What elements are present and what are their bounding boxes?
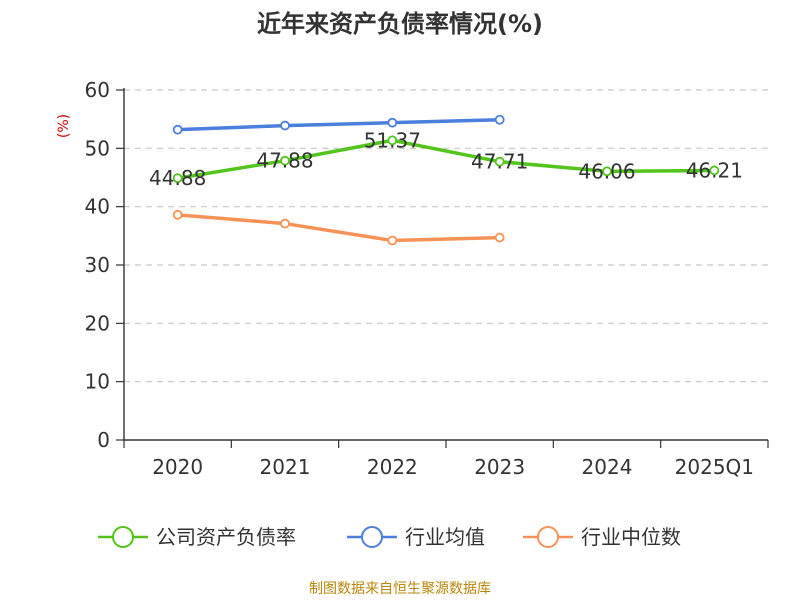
y-tick-label: 40 [85, 195, 110, 219]
legend-label[interactable]: 行业中位数 [581, 525, 681, 549]
data-point[interactable] [387, 135, 398, 146]
data-point[interactable] [709, 165, 720, 176]
series-line [177, 138, 715, 180]
data-point[interactable] [280, 218, 290, 229]
data-point[interactable] [494, 156, 505, 167]
data-point[interactable] [387, 235, 398, 246]
y-tick-label: 0 [97, 428, 110, 452]
data-source: 制图数据来自恒生聚源数据库 [309, 581, 491, 597]
y-tick-label: 50 [85, 136, 110, 160]
x-tick-label: 2023 [474, 455, 525, 479]
data-point[interactable] [172, 209, 183, 220]
data-label: 47.71 [471, 150, 528, 174]
data-label: 46.06 [578, 159, 635, 183]
series-line [177, 118, 500, 132]
x-tick-label: 2024 [582, 455, 633, 479]
data-label: 44.88 [149, 166, 206, 190]
data-point[interactable] [494, 114, 505, 125]
data-point[interactable] [387, 117, 398, 128]
legend-label[interactable]: 行业均值 [405, 525, 485, 549]
data-point[interactable] [494, 232, 505, 243]
data-point[interactable] [280, 120, 290, 131]
series-line [177, 213, 500, 243]
y-axis-label: (%) [56, 114, 72, 138]
x-tick-label: 2020 [152, 455, 203, 479]
data-point[interactable] [280, 155, 290, 166]
legend-swatch-marker[interactable] [112, 526, 134, 548]
data-point[interactable] [172, 124, 183, 135]
legend-swatch-marker[interactable] [537, 526, 559, 548]
x-tick-label: 2025Q1 [675, 455, 754, 479]
legend-swatch-marker[interactable] [361, 526, 383, 548]
data-point[interactable] [172, 173, 183, 184]
legend-label[interactable]: 公司资产负债率 [156, 525, 296, 549]
y-tick-label: 10 [85, 370, 110, 394]
y-tick-label: 60 [85, 78, 110, 102]
y-tick-label: 20 [85, 311, 110, 335]
data-point[interactable] [602, 166, 612, 177]
x-tick-label: 2022 [367, 455, 418, 479]
data-label: 46.21 [686, 158, 743, 182]
chart-title: 近年来资产负债率情况(%) [257, 10, 543, 38]
data-label: 51.37 [364, 128, 421, 152]
y-tick-label: 30 [85, 253, 110, 277]
data-label: 47.88 [256, 149, 313, 173]
x-tick-label: 2021 [260, 455, 311, 479]
